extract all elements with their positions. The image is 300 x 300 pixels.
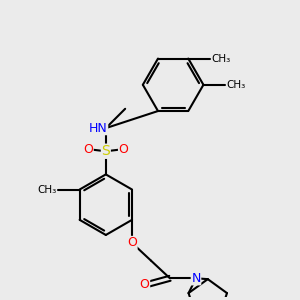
Text: CH₃: CH₃ — [212, 54, 231, 64]
Text: HN: HN — [89, 122, 108, 135]
Text: O: O — [118, 143, 128, 156]
Text: N: N — [191, 272, 201, 285]
Text: CH₃: CH₃ — [226, 80, 246, 90]
Text: O: O — [140, 278, 150, 291]
Text: O: O — [83, 143, 93, 156]
Text: O: O — [127, 236, 137, 250]
Text: S: S — [101, 144, 110, 158]
Text: CH₃: CH₃ — [37, 184, 56, 194]
